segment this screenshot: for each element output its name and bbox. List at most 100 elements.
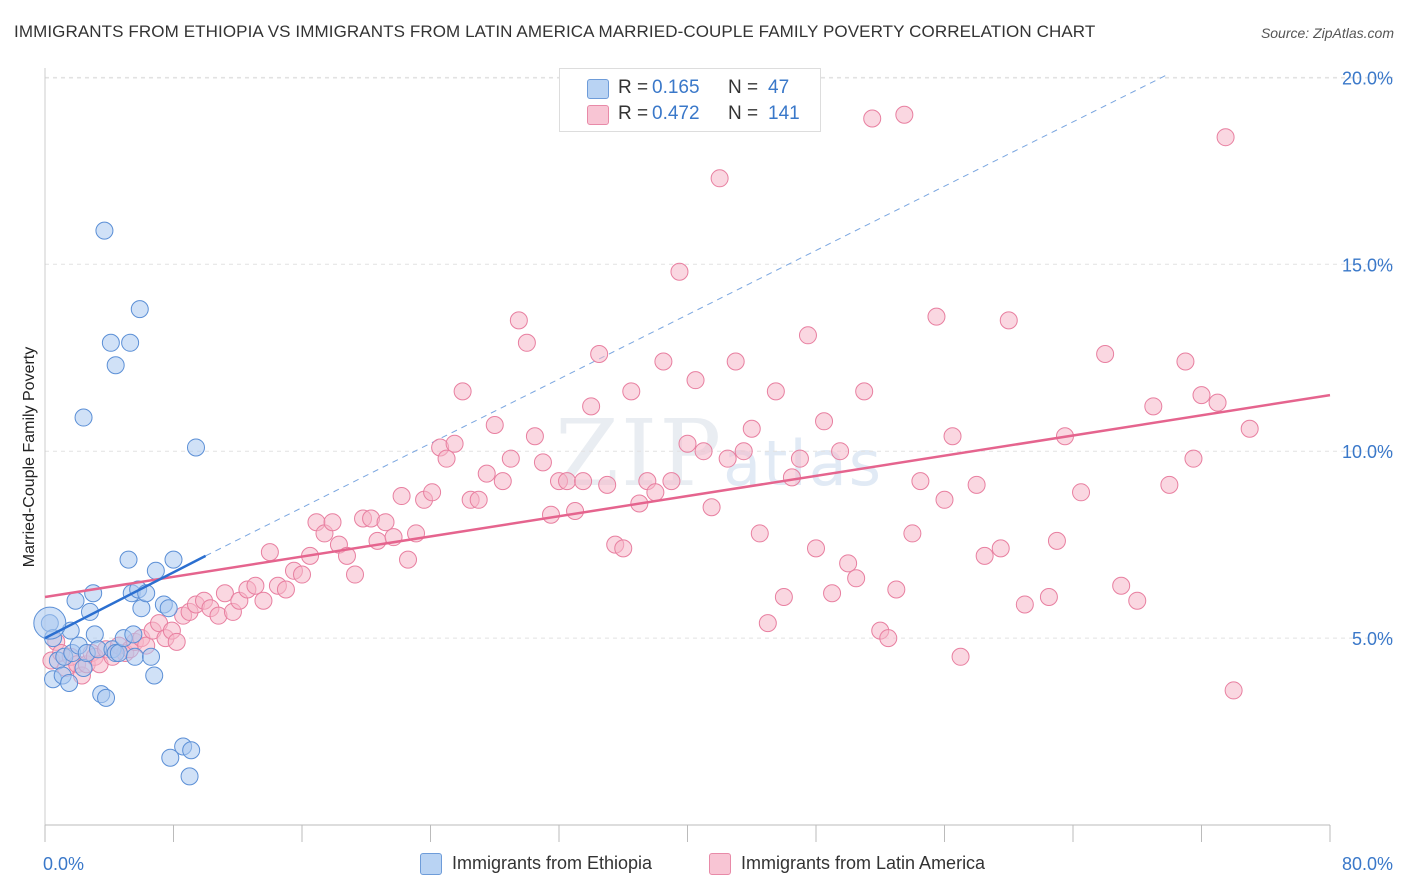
n-label: N =	[728, 77, 759, 98]
latin-america-point	[782, 468, 801, 487]
latin-america-point	[590, 345, 609, 363]
ethiopia-point	[130, 300, 149, 319]
legend-label-latin-america: Immigrants from Latin America	[741, 853, 986, 873]
latin-america-legend-swatch	[709, 853, 731, 875]
latin-america-point	[839, 554, 858, 573]
latin-america-point	[863, 109, 882, 128]
latin-america-point	[718, 449, 737, 468]
ethiopia-point	[97, 688, 116, 707]
latin-america-point	[694, 442, 713, 461]
latin-america-trend-line	[44, 393, 1331, 599]
y-tick-label: 15.0%	[1342, 255, 1393, 275]
ethiopia-point	[109, 644, 128, 663]
trend-lines-layer	[44, 393, 1331, 640]
latin-america-point	[686, 371, 705, 390]
latin-america-point	[437, 449, 456, 468]
latin-america-point	[1047, 531, 1066, 550]
ethiopia-point	[119, 550, 138, 569]
latin-america-point	[453, 382, 472, 401]
latin-america-point	[501, 449, 520, 468]
ethiopia-point	[132, 599, 151, 618]
latin-america-point	[1176, 352, 1195, 371]
r-label: R =	[618, 77, 649, 98]
latin-america-point	[167, 632, 186, 651]
ethiopia-point	[164, 550, 183, 569]
latin-america-point	[376, 513, 395, 532]
r-value: 0.165	[652, 77, 700, 98]
latin-america-point	[823, 584, 842, 603]
legend-label-ethiopia: Immigrants from Ethiopia	[452, 853, 653, 873]
latin-america-point	[582, 397, 601, 416]
latin-america-point	[879, 629, 898, 648]
latin-america-point	[999, 311, 1018, 330]
ethiopia-point	[182, 741, 201, 760]
latin-america-point	[662, 472, 681, 491]
latin-america-point	[991, 539, 1010, 558]
ethiopia-point	[60, 673, 79, 692]
latin-america-point	[646, 483, 665, 502]
latin-america-swatch	[587, 105, 609, 125]
ethiopia-point	[121, 333, 140, 352]
latin-america-point	[254, 591, 273, 610]
latin-america-point	[533, 453, 552, 472]
axes	[44, 68, 1331, 842]
latin-america-point	[935, 490, 954, 509]
latin-america-point	[774, 587, 793, 606]
latin-america-point	[541, 505, 560, 524]
n-value: 141	[768, 103, 800, 124]
latin-america-point	[423, 483, 442, 502]
latin-america-point	[1240, 419, 1259, 438]
latin-america-point	[798, 326, 817, 345]
latin-america-point	[1112, 576, 1131, 595]
ethiopia-point	[161, 748, 180, 767]
tick-labels: 5.0% 10.0% 15.0% 20.0% 0.0% 80.0%	[43, 68, 1393, 874]
ethiopia-legend-swatch	[420, 853, 442, 875]
n-label: N =	[728, 103, 759, 124]
latin-america-point	[911, 472, 930, 491]
latin-america-point	[831, 442, 850, 461]
r-label: R =	[618, 103, 649, 124]
ethiopia-point	[125, 647, 144, 666]
latin-america-point	[710, 169, 729, 188]
stats-legend: R = 0.165 N = 47 R = 0.472 N = 141	[559, 68, 821, 132]
latin-america-point	[1072, 483, 1091, 502]
latin-america-point	[598, 475, 617, 494]
latin-america-point	[654, 352, 673, 371]
latin-america-point	[293, 565, 311, 584]
latin-america-point	[1039, 587, 1058, 606]
x-tick-label-min: 0.0%	[43, 854, 84, 874]
latin-america-point	[566, 502, 585, 520]
latin-america-point	[758, 614, 777, 633]
ethiopia-point	[186, 438, 205, 457]
latin-america-point	[445, 434, 464, 453]
latin-america-point	[951, 647, 970, 666]
ethiopia-point	[124, 625, 143, 644]
latin-america-point	[1192, 386, 1211, 405]
latin-america-point	[726, 352, 745, 371]
ethiopia-point	[142, 647, 161, 666]
ethiopia-trend-extension	[205, 73, 1170, 557]
ethiopia-point	[95, 221, 114, 240]
latin-america-point	[847, 569, 866, 588]
ethiopia-point	[85, 625, 104, 644]
latin-america-point	[399, 550, 418, 569]
latin-america-point	[276, 580, 295, 599]
latin-america-point	[614, 539, 633, 558]
source-credit: Source: ZipAtlas.com	[1260, 25, 1394, 41]
latin-america-point	[509, 311, 528, 330]
latin-america-point	[622, 382, 641, 401]
r-value: 0.472	[652, 103, 700, 124]
latin-america-point	[678, 434, 697, 453]
latin-america-point	[1216, 128, 1235, 147]
latin-america-point	[702, 498, 721, 517]
ethiopia-swatch	[587, 79, 609, 99]
latin-america-point	[1160, 475, 1179, 494]
latin-america-point	[469, 490, 488, 509]
ethiopia-points	[40, 221, 205, 786]
latin-america-point	[943, 427, 962, 446]
latin-america-point	[215, 584, 234, 603]
ethiopia-point	[101, 333, 120, 352]
ethiopia-point	[145, 666, 164, 685]
ethiopia-point	[66, 591, 85, 610]
latin-america-point	[574, 472, 593, 491]
